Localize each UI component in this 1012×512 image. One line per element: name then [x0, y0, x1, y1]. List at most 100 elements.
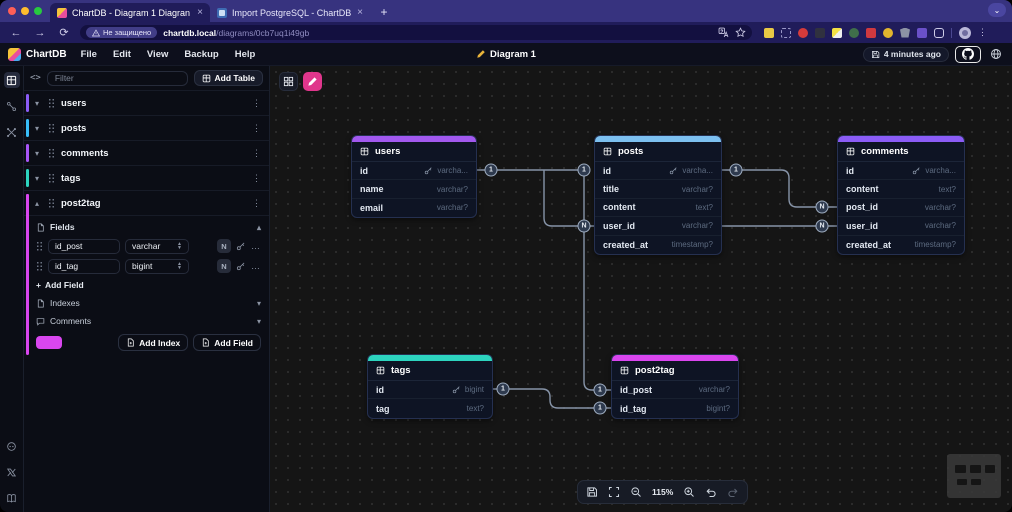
primary-key-icon[interactable]: [236, 241, 246, 251]
translate-icon[interactable]: [718, 27, 729, 38]
fit-view-icon[interactable]: [608, 486, 620, 498]
field-row[interactable]: title varchar?: [595, 180, 721, 199]
drag-handle-icon[interactable]: [48, 173, 55, 183]
zoom-level[interactable]: 115%: [652, 487, 674, 497]
field-row[interactable]: name varchar?: [352, 180, 476, 199]
field-row[interactable]: id bigint: [368, 381, 492, 400]
table-node-users[interactable]: users id varcha... name varchar? email varc…: [351, 135, 477, 219]
menu-help[interactable]: Help: [234, 48, 256, 60]
field-row[interactable]: tag text?: [368, 399, 492, 417]
table-menu-icon[interactable]: ⋮: [252, 147, 261, 158]
add-table-button[interactable]: Add Table: [193, 70, 263, 86]
highlighter-tool-button[interactable]: [303, 72, 322, 91]
undo-icon[interactable]: [705, 486, 717, 498]
edge-posts-post2tag[interactable]: [583, 170, 611, 391]
field-name-input[interactable]: [48, 258, 120, 274]
tab-chartdb-diagram[interactable]: ChartDB - Diagram 1 Diagran ×: [50, 3, 210, 22]
browser-menu-icon[interactable]: ⋮: [978, 27, 987, 37]
add-field-button[interactable]: Add Field: [193, 334, 261, 351]
field-row[interactable]: id_post varchar?: [612, 381, 738, 400]
extension-icon[interactable]: [815, 27, 825, 38]
profile-avatar[interactable]: [959, 26, 971, 39]
extension-icon[interactable]: [781, 27, 791, 38]
drag-handle-icon[interactable]: [36, 261, 43, 271]
table-list-item-post2tag[interactable]: ▴ post2tag ⋮: [24, 190, 269, 215]
table-color-swatch[interactable]: [36, 336, 62, 349]
minimap[interactable]: [943, 452, 1005, 502]
table-node-tags[interactable]: tags id bigint tag text?: [367, 354, 493, 419]
docs-book-icon[interactable]: [4, 490, 20, 506]
menu-file[interactable]: File: [80, 48, 97, 60]
table-list-item-posts[interactable]: ▾ posts ⋮: [24, 115, 269, 140]
field-row[interactable]: content text?: [595, 199, 721, 218]
extension-icon[interactable]: [883, 27, 893, 38]
extension-icon[interactable]: [849, 27, 859, 38]
shield-extension-icon[interactable]: [900, 27, 910, 38]
field-row[interactable]: created_at timestamp?: [838, 236, 964, 254]
extension-icon[interactable]: [832, 27, 842, 38]
discord-icon[interactable]: [4, 438, 20, 454]
table-menu-icon[interactable]: ⋮: [252, 172, 261, 183]
chevron-down-icon[interactable]: ▾: [34, 148, 39, 158]
tab-search-button[interactable]: ⌄: [988, 3, 1006, 17]
add-index-button[interactable]: Add Index: [118, 334, 189, 351]
chevron-up-icon[interactable]: ▴: [256, 222, 261, 232]
forward-button[interactable]: →: [34, 26, 46, 39]
rail-dependencies-button[interactable]: [4, 124, 20, 140]
tab-import-postgresql[interactable]: Import PostgreSQL - ChartDB ×: [210, 3, 370, 22]
drag-handle-icon[interactable]: [48, 98, 55, 108]
field-options-icon[interactable]: …: [251, 261, 261, 271]
rail-relationships-button[interactable]: [4, 98, 20, 114]
comments-section-header[interactable]: Comments ▾: [36, 312, 261, 330]
last-saved-button[interactable]: 4 minutes ago: [862, 46, 949, 62]
extensions-puzzle-icon[interactable]: [934, 27, 944, 38]
minimize-window-button[interactable]: [21, 7, 29, 15]
address-bar[interactable]: Не защищено chartdb.local/diagrams/0cb7u…: [80, 25, 752, 40]
field-name-input[interactable]: [48, 238, 120, 254]
close-window-button[interactable]: [8, 7, 16, 15]
table-menu-icon[interactable]: ⋮: [252, 197, 261, 208]
chevron-down-icon[interactable]: ▾: [34, 173, 39, 183]
field-row[interactable]: user_id varchar?: [838, 217, 964, 236]
edge-posts-comments-post-id[interactable]: [722, 169, 837, 208]
menu-edit[interactable]: Edit: [112, 48, 131, 60]
field-row[interactable]: id varcha...: [595, 162, 721, 181]
table-node-post2tag[interactable]: post2tag id_post varchar? id_tag bigint?: [611, 354, 739, 419]
primary-key-icon[interactable]: [236, 261, 246, 271]
twitter-icon[interactable]: [4, 464, 20, 480]
chevron-down-icon[interactable]: ▾: [256, 298, 261, 308]
edge-tags-post2tag[interactable]: [493, 388, 611, 409]
table-node-comments[interactable]: comments id varcha... content text? post_i…: [837, 135, 965, 255]
extension-icon[interactable]: [798, 27, 808, 38]
table-node-posts[interactable]: posts id varcha... title varchar? content t…: [594, 135, 722, 255]
extension-icon[interactable]: [917, 27, 927, 38]
field-type-select[interactable]: varchar ▲ ▼: [125, 238, 189, 254]
table-list-item-comments[interactable]: ▾ comments ⋮: [24, 140, 269, 165]
field-row[interactable]: post_id varchar?: [838, 199, 964, 218]
nullable-toggle-button[interactable]: N: [217, 239, 231, 253]
menu-backup[interactable]: Backup: [184, 48, 219, 60]
fields-section-header[interactable]: Fields ▴: [36, 218, 261, 236]
field-row[interactable]: created_at timestamp?: [595, 236, 721, 254]
extension-icon[interactable]: [866, 27, 876, 38]
chevron-down-icon[interactable]: ▾: [34, 123, 39, 133]
field-options-icon[interactable]: …: [251, 241, 261, 251]
zoom-window-button[interactable]: [34, 7, 42, 15]
github-button[interactable]: [955, 45, 981, 63]
drag-handle-icon[interactable]: [48, 123, 55, 133]
nullable-toggle-button[interactable]: N: [217, 259, 231, 273]
redo-icon[interactable]: [727, 486, 739, 498]
view-code-button[interactable]: <>: [30, 73, 41, 83]
drag-handle-icon[interactable]: [48, 148, 55, 158]
security-chip[interactable]: Не защищено: [86, 27, 158, 38]
bookmark-star-icon[interactable]: [735, 27, 746, 38]
back-button[interactable]: ←: [10, 26, 22, 39]
diagram-canvas[interactable]: 1 1 1 N N N 1 1 1 users id varcha... name…: [270, 66, 1012, 512]
tab-close-icon[interactable]: ×: [357, 7, 363, 18]
extension-icon[interactable]: [764, 27, 774, 38]
edge-users-comments-user-id[interactable]: [543, 170, 837, 227]
zoom-out-icon[interactable]: [630, 486, 642, 498]
filter-input[interactable]: [46, 70, 188, 86]
add-field-link[interactable]: + Add Field: [36, 276, 261, 294]
refresh-button[interactable]: ⟳: [59, 27, 69, 39]
